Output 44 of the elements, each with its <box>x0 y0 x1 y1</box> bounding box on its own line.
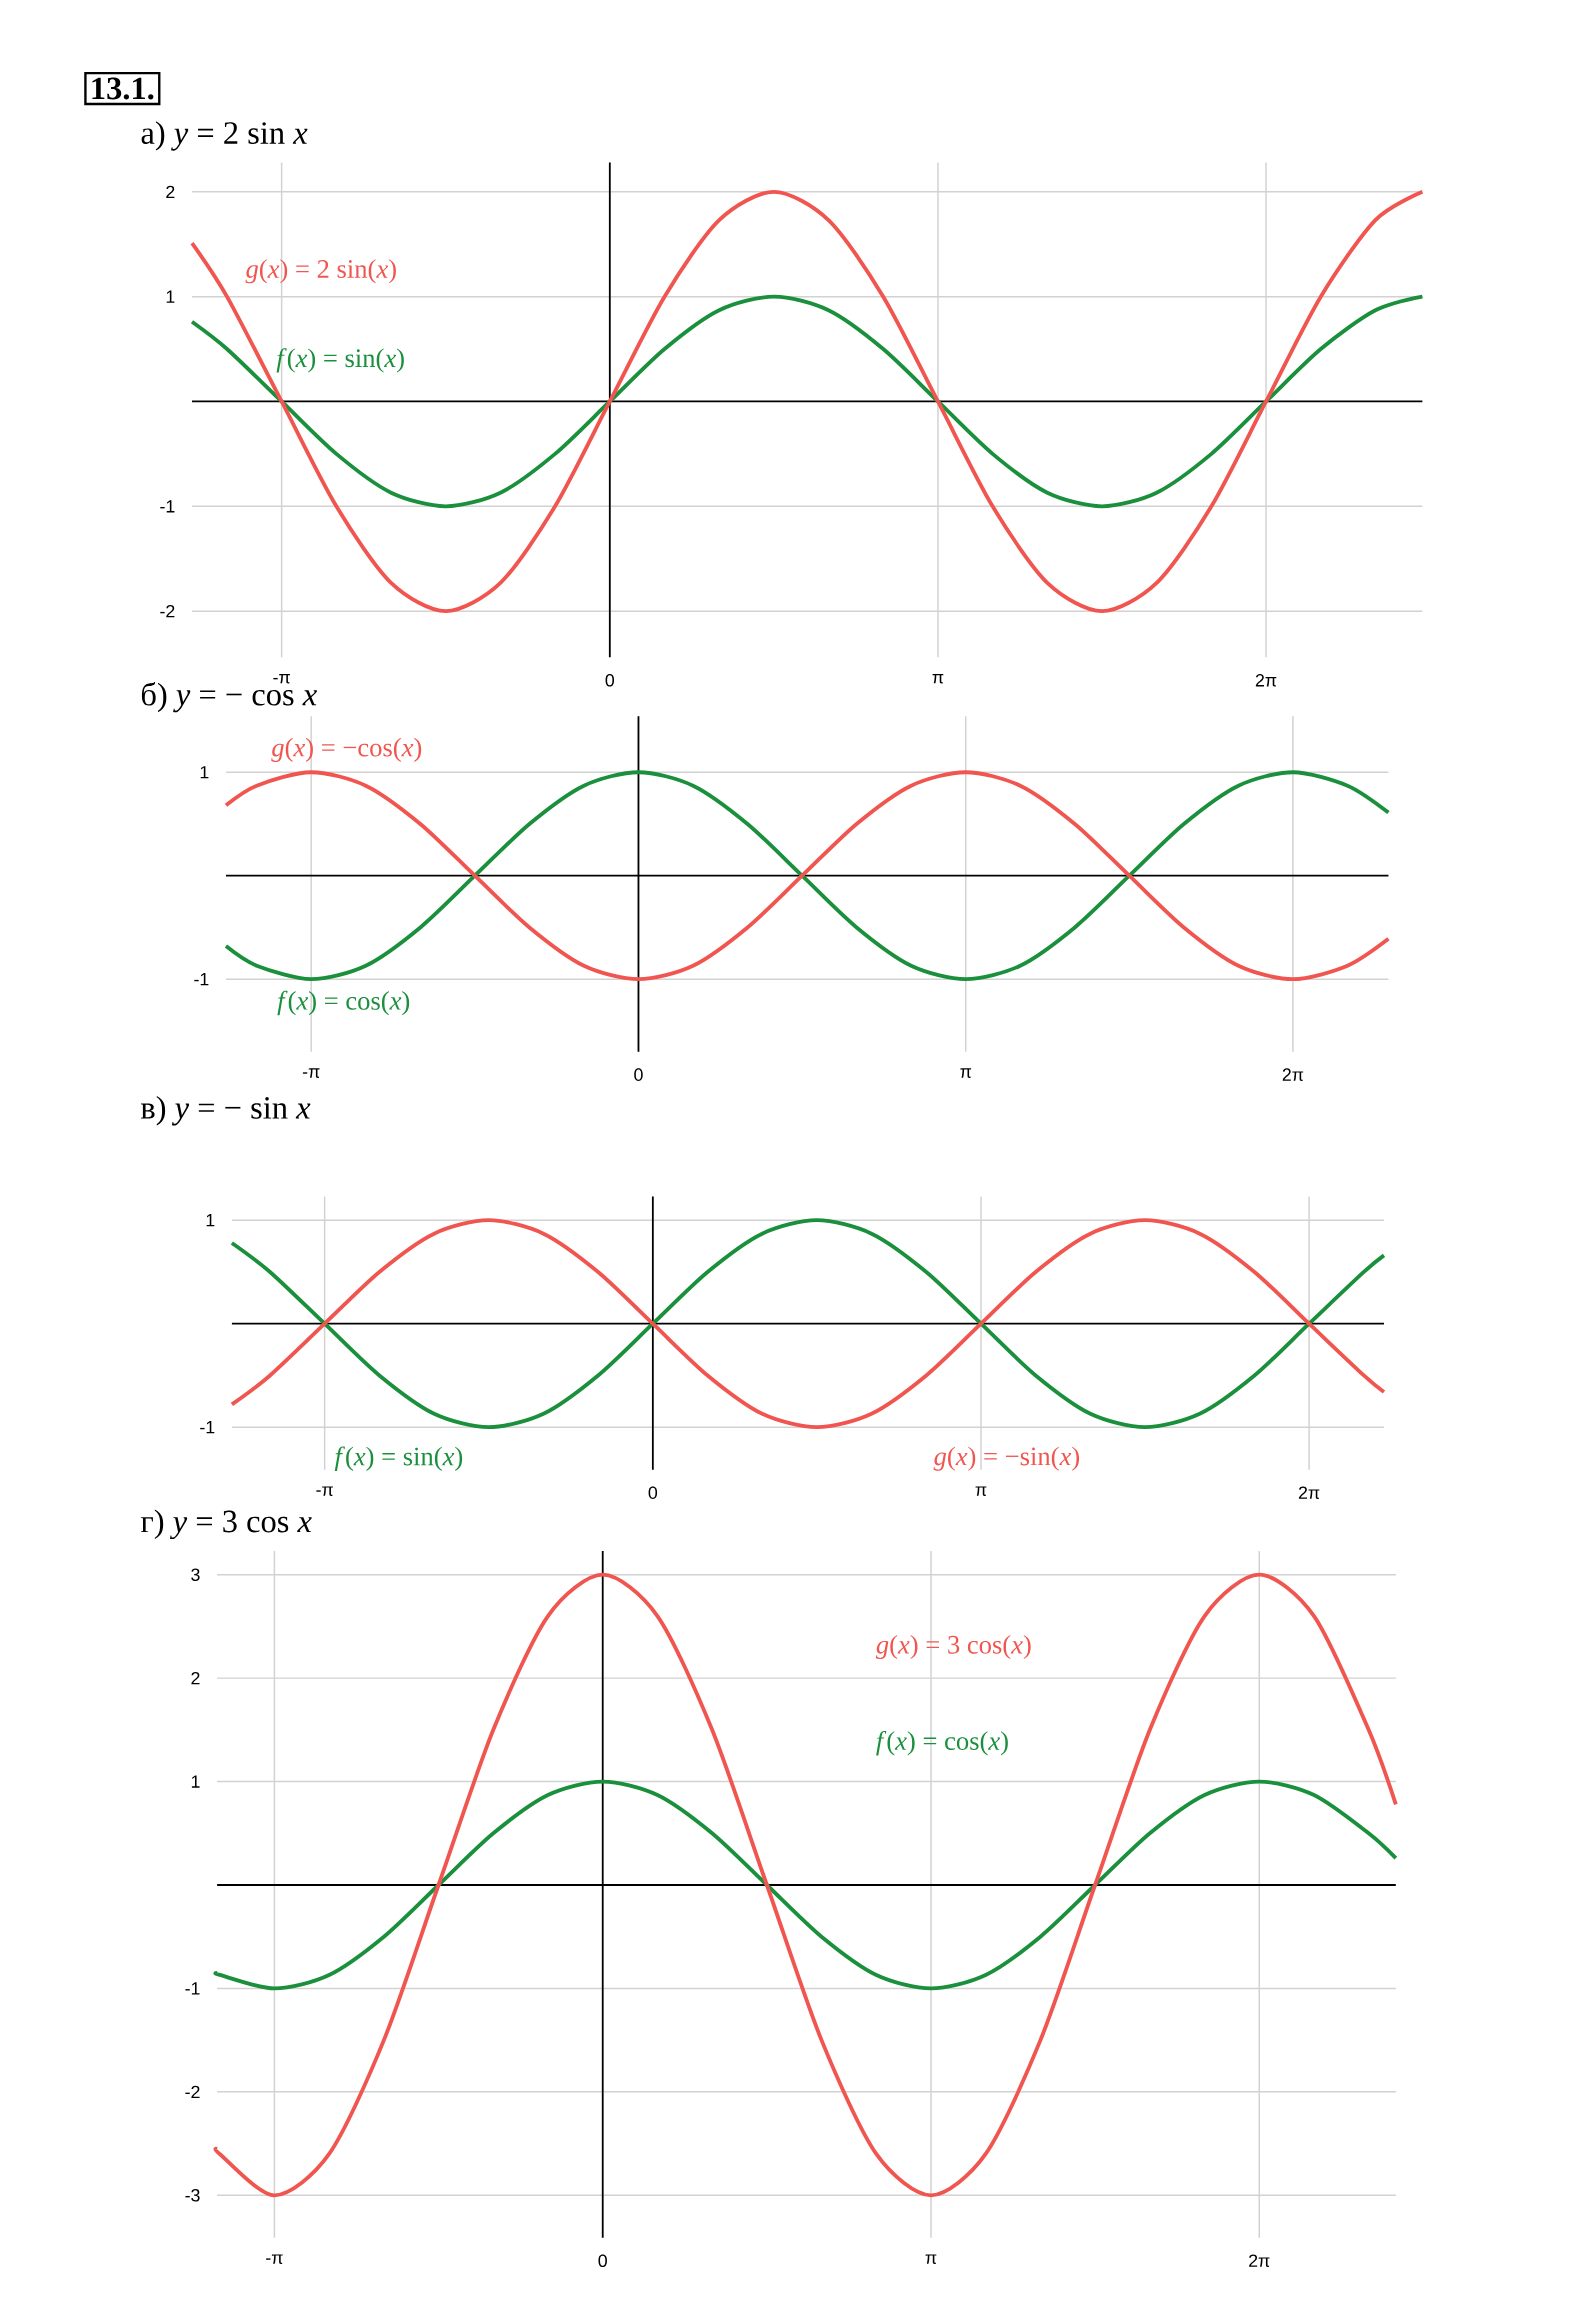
x-tick-label: 0 <box>598 2254 607 2268</box>
y-tick-label: -1 <box>160 500 175 513</box>
x-tick-label: 2π <box>1282 1068 1304 1081</box>
series-label: g(x) = −cos(x) <box>271 737 422 762</box>
y-tick-label: -2 <box>160 604 175 618</box>
chart-title: в) y = − sin x <box>140 1095 311 1126</box>
text: g(x) = 3 cos(x) <box>875 1635 1031 1660</box>
series-label: f(x) = sin(x) <box>276 348 404 373</box>
chart-title: г) y = 3 cos x <box>141 1509 312 1540</box>
x-tick-label: 0 <box>605 674 615 687</box>
y-tick-label: -1 <box>200 1421 215 1434</box>
x-tick-label: 2π <box>1255 674 1277 687</box>
series-label: g(x) = 2 sin(x) <box>245 259 396 284</box>
x-tick-label: 2π <box>1249 2254 1270 2268</box>
text: 13.1. <box>92 77 154 100</box>
line-series <box>215 1779 1398 1991</box>
text: f(x) = cos(x) <box>876 1731 1008 1756</box>
x-tick-label: π <box>960 1068 972 1078</box>
chart-title: а) y = 2 sin x <box>141 121 308 151</box>
x-tick-label: π <box>932 674 944 684</box>
y-tick-label: -2 <box>185 2085 200 2099</box>
y-tick-label: 1 <box>206 1214 215 1227</box>
y-tick-label: 1 <box>166 290 175 303</box>
text: g(x) = −sin(x) <box>933 1446 1080 1471</box>
y-tick-label: -3 <box>185 2189 200 2202</box>
y-tick-label: 3 <box>191 1568 200 1581</box>
x-tick-label: -π <box>266 2254 283 2264</box>
y-tick-label: 2 <box>166 185 175 198</box>
series-label: f(x) = sin(x) <box>334 1446 463 1471</box>
x-tick-label: 0 <box>634 1068 643 1081</box>
y-tick-label: 1 <box>200 766 209 779</box>
x-tick-label: -π <box>302 1068 320 1078</box>
x-tick-label: π <box>925 2254 937 2264</box>
y-tick-label: -1 <box>185 1982 200 1995</box>
y-tick-label: 2 <box>191 1671 200 1685</box>
x-tick-label: 0 <box>648 1486 658 1499</box>
y-tick-label: 1 <box>191 1775 200 1788</box>
y-tick-label: -1 <box>194 973 209 986</box>
line-series <box>190 294 1425 509</box>
x-tick-label: -π <box>316 1486 333 1496</box>
x-tick-label: -π <box>273 674 290 684</box>
x-tick-label: 2π <box>1298 1486 1320 1499</box>
series-label: f(x) = cos(x) <box>277 990 410 1016</box>
x-tick-label: π <box>975 1486 987 1496</box>
